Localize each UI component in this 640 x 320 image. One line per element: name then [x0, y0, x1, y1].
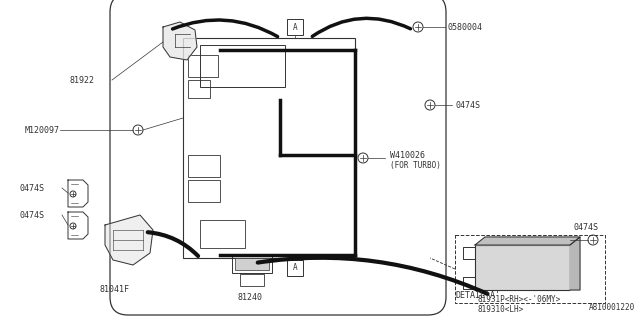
Polygon shape	[163, 22, 197, 60]
Bar	[200, 45, 285, 87]
Text: 81931P<RH><-'06MY>: 81931P<RH><-'06MY>	[477, 295, 560, 305]
Bar	[475, 245, 570, 290]
Text: 819310<LH>: 819310<LH>	[477, 306, 524, 315]
Text: A: A	[292, 22, 298, 31]
Polygon shape	[570, 237, 580, 290]
Text: 81041F: 81041F	[100, 285, 130, 294]
Bar	[188, 80, 210, 98]
Bar	[188, 155, 220, 177]
Text: 0474S: 0474S	[573, 222, 598, 231]
Text: DETAIL'A': DETAIL'A'	[456, 291, 501, 300]
Text: M120097: M120097	[25, 125, 60, 134]
Bar	[235, 258, 269, 270]
Text: A: A	[292, 263, 298, 273]
Text: W410026: W410026	[390, 150, 425, 159]
Text: 0474S: 0474S	[20, 183, 45, 193]
Bar	[188, 55, 218, 77]
Text: A810001220: A810001220	[589, 303, 635, 312]
Bar	[240, 274, 264, 286]
Text: 81922: 81922	[70, 76, 95, 84]
Text: 0580004: 0580004	[448, 22, 483, 31]
Bar	[188, 180, 220, 202]
Polygon shape	[105, 215, 153, 265]
Text: 0474S: 0474S	[20, 211, 45, 220]
Bar	[287, 260, 303, 276]
Bar	[287, 19, 303, 35]
Text: 0474S: 0474S	[455, 100, 480, 109]
Text: 81240: 81240	[238, 292, 263, 301]
Bar	[455, 235, 605, 303]
Polygon shape	[475, 237, 580, 245]
Bar	[232, 255, 272, 273]
Bar	[183, 38, 355, 258]
Text: (FOR TURBO): (FOR TURBO)	[390, 161, 441, 170]
Bar	[200, 220, 245, 248]
